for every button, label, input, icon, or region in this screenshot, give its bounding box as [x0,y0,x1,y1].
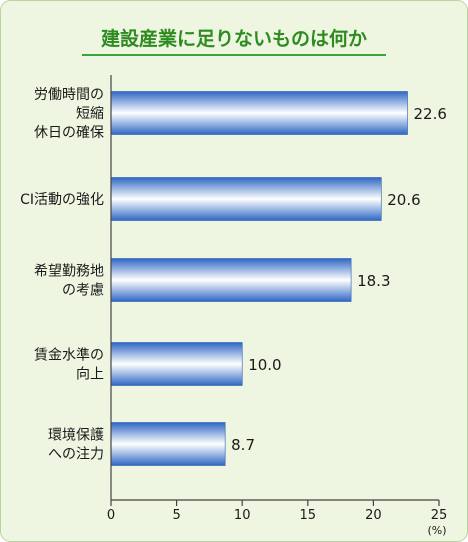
x-tick-label: 15 [300,508,317,523]
data-label: 8.7 [231,436,255,454]
chart-title: 建設産業に足りないものは何か [101,27,367,50]
x-tick-label: 25 [431,508,448,523]
category-label: 環境保護 [48,428,104,444]
category-label: 賃金水準の [34,348,104,364]
category-label: 短縮 [76,106,104,122]
bar [110,258,352,302]
category-label: 希望勤務地 [34,264,104,280]
bar [110,422,226,466]
data-label: 20.6 [387,191,420,209]
category-label: 労働時間の [34,87,104,103]
category-label: 向上 [76,367,104,383]
category-label: の考慮 [62,283,104,299]
bar [110,342,243,386]
x-tick-label: 5 [172,508,180,523]
x-tick-label: 10 [234,508,251,523]
category-label: 休日の確保 [34,125,104,141]
category-label: への注力 [48,447,104,463]
x-axis-unit: (%) [427,524,446,537]
bar [110,91,408,135]
x-tick-label: 20 [365,508,382,523]
bar [110,177,382,221]
data-label: 22.6 [414,105,447,123]
data-label: 10.0 [248,356,281,374]
category-label: CI活動の強化 [20,192,104,208]
data-label: 18.3 [357,272,390,290]
x-tick-label: 0 [107,508,115,523]
